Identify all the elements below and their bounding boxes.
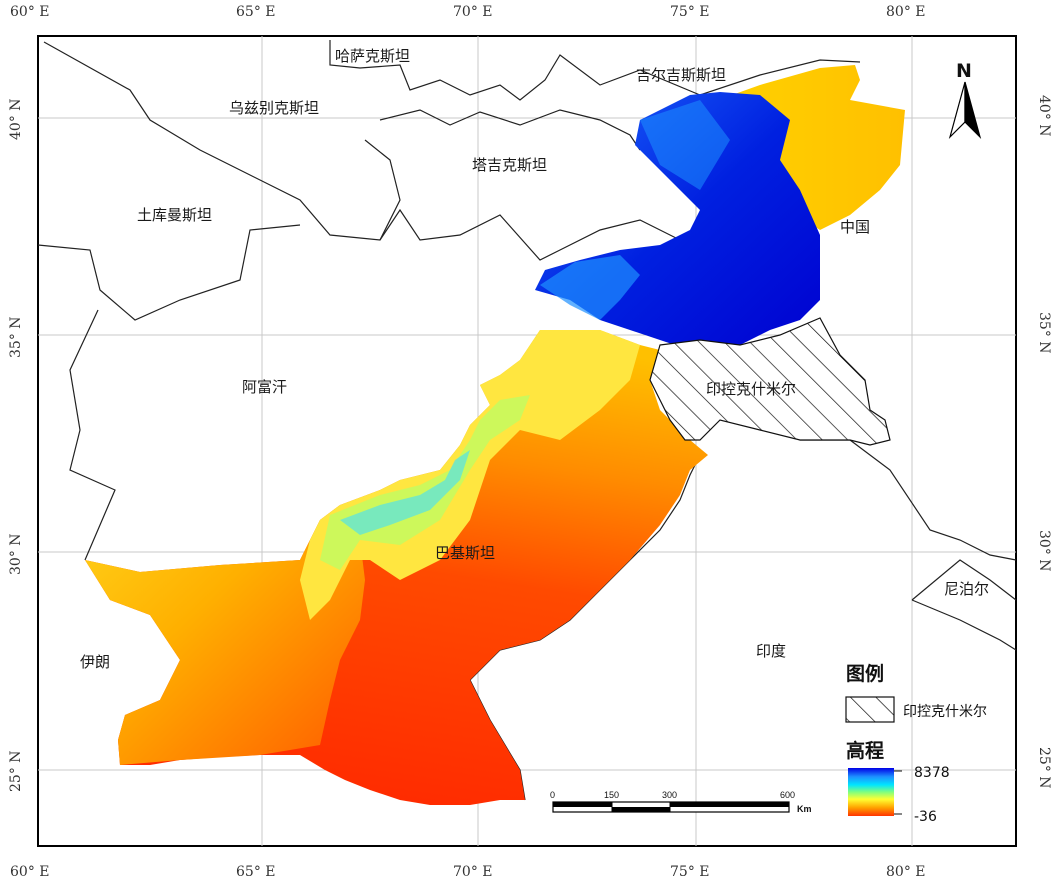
lon-tick-top-70: 70° E — [453, 4, 492, 20]
lat-tick-right-25: 25° N — [1036, 747, 1052, 789]
label-uzbekistan: 乌兹别克斯坦 — [229, 99, 319, 117]
lat-tick-left-30: 30° N — [8, 533, 24, 575]
lon-tick-bottom-80: 80° E — [886, 864, 925, 880]
legend-title: 图例 — [846, 662, 884, 685]
legend-elevation-min: -36 — [914, 809, 937, 825]
label-kashmir: 印控克什米尔 — [706, 380, 796, 398]
lon-tick-top-60: 60° E — [10, 4, 49, 20]
balochistan-plateau — [85, 505, 365, 765]
legend: 图例 印控克什米尔 高程 8378 -36 — [845, 662, 987, 825]
scale-tick-150: 150 — [604, 790, 619, 800]
foothill-belt-cyan — [340, 450, 470, 535]
lat-tick-left-35: 35° N — [8, 316, 24, 358]
lon-tick-top-75: 75° E — [670, 4, 709, 20]
kashmir-hatched-region — [649, 317, 891, 446]
label-india: 印度 — [756, 642, 786, 660]
scale-unit: Km — [797, 804, 812, 814]
lon-tick-bottom-60: 60° E — [10, 864, 49, 880]
legend-elevation-max: 8378 — [914, 765, 950, 781]
scale-tick-0: 0 — [550, 790, 555, 800]
label-china: 中国 — [840, 218, 870, 236]
lon-tick-top-80: 80° E — [886, 4, 925, 20]
label-nepal: 尼泊尔 — [944, 580, 989, 598]
lat-tick-left-40: 40° N — [8, 98, 24, 140]
lon-tick-bottom-65: 65° E — [236, 864, 275, 880]
legend-hatch-swatch — [845, 696, 895, 723]
scale-bar: 0 150 300 600 Km — [550, 790, 812, 814]
lat-tick-right-35: 35° N — [1036, 312, 1052, 354]
legend-elevation-ramp — [848, 768, 894, 816]
label-turkmenistan: 土库曼斯坦 — [137, 206, 212, 224]
lon-tick-bottom-75: 75° E — [670, 864, 709, 880]
label-kazakhstan: 哈萨克斯坦 — [335, 47, 410, 65]
scale-tick-600: 600 — [780, 790, 795, 800]
lat-tick-right-30: 30° N — [1036, 530, 1052, 572]
lat-tick-right-40: 40° N — [1036, 95, 1052, 137]
label-iran: 伊朗 — [80, 653, 110, 671]
label-kyrgyzstan: 吉尔吉斯斯坦 — [636, 66, 726, 84]
legend-elevation-title: 高程 — [846, 739, 884, 762]
mountain-highlands — [540, 255, 640, 320]
lon-tick-top-65: 65° E — [236, 4, 275, 20]
foothill-belt — [300, 330, 640, 620]
label-tajikistan: 塔吉克斯坦 — [472, 156, 547, 174]
north-arrow-icon: N — [948, 60, 982, 140]
label-pakistan: 巴基斯坦 — [435, 544, 495, 562]
north-arrow-label: N — [956, 60, 972, 82]
legend-hatch-label: 印控克什米尔 — [903, 704, 987, 720]
label-afghanistan: 阿富汗 — [242, 378, 287, 396]
lat-tick-left-25: 25° N — [8, 750, 24, 792]
mountain-foothills — [640, 100, 730, 190]
scale-tick-300: 300 — [662, 790, 677, 800]
lon-tick-bottom-70: 70° E — [453, 864, 492, 880]
